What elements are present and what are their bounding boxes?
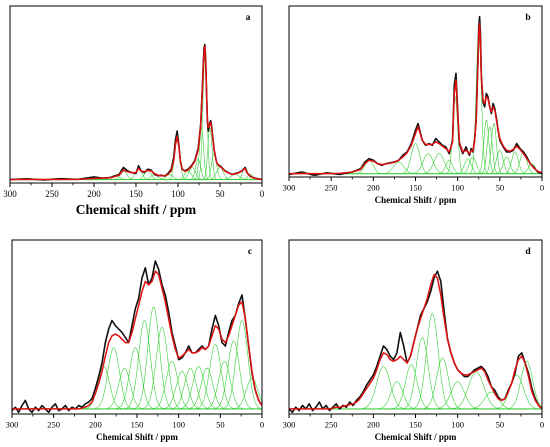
component-peak-11 (503, 360, 542, 410)
component-peak-5 (408, 313, 456, 410)
component-peak-2 (90, 347, 138, 410)
x-tick-label: 100 (451, 420, 464, 430)
fitted-envelope (289, 273, 542, 410)
component-peak-3 (387, 364, 435, 410)
component-peak-17 (509, 151, 537, 174)
component-peak-13 (483, 123, 505, 174)
component-peak-8 (148, 360, 196, 410)
x-tick-label: 50 (496, 420, 505, 430)
x-tick-label: 100 (172, 420, 185, 430)
panel-label: a (246, 13, 251, 23)
plot-area (12, 260, 262, 414)
panel-label: c (248, 247, 252, 257)
component-peak-11 (476, 119, 497, 174)
x-tick-label: 200 (89, 420, 102, 430)
fitted-envelope (12, 270, 262, 410)
x-tick-label: 0 (540, 420, 544, 430)
component-peak-10 (166, 367, 214, 410)
x-tick-label: 50 (216, 420, 225, 430)
experimental-spectrum (289, 15, 542, 177)
component-peak-3 (101, 367, 148, 410)
x-tick-label: 150 (409, 420, 422, 430)
x-tick-label: 300 (283, 420, 296, 430)
x-tick-label: 300 (283, 183, 296, 193)
plot-area (289, 15, 542, 177)
plot-frame (288, 239, 543, 415)
component-peak-7 (138, 326, 186, 410)
component-peak-2 (373, 381, 421, 410)
plot-area (289, 270, 542, 414)
x-axis-title: Chemical Shift / ppm (375, 195, 457, 205)
fitted-envelope (10, 45, 262, 181)
component-peak-16 (218, 320, 262, 410)
x-tick-label: 150 (409, 183, 422, 193)
component-peak-5 (418, 153, 460, 174)
x-tick-label: 250 (325, 183, 338, 193)
chart-panel-d: 300 250 200 150 100 50 0 d Chemical Shift / ppm (283, 239, 544, 442)
x-tick-label: 200 (87, 189, 101, 199)
component-peak-4 (407, 153, 449, 174)
x-tick-label: 250 (47, 420, 60, 430)
x-tick-label: 250 (325, 420, 338, 430)
x-axis-title: Chemical Shift / ppm (375, 432, 457, 442)
x-tick-label: 50 (496, 183, 505, 193)
component-peak-4 (111, 347, 159, 410)
component-peak-11 (175, 366, 223, 410)
x-tick-label: 100 (171, 189, 185, 199)
chart-panel-c: 300 250 200 150 100 50 0 c Chemical Shift / ppm (6, 239, 264, 442)
component-peak-12 (479, 126, 500, 174)
panel-label: b (525, 13, 530, 23)
plot-area (10, 43, 262, 181)
component-peak-15 (493, 156, 521, 174)
component-peak-8 (445, 371, 507, 410)
x-tick-label: 100 (451, 183, 464, 193)
component-peak-4 (398, 337, 446, 410)
component-peak-7 (445, 96, 466, 174)
component-peak-12 (183, 367, 231, 410)
component-peak-13 (201, 127, 219, 180)
component-peak-5 (121, 320, 168, 410)
x-tick-label: 300 (6, 420, 19, 430)
component-peak-10 (188, 158, 209, 180)
x-tick-label: 250 (45, 189, 59, 199)
chart-panel-b: 300 250 200 150 100 50 0 b Chemical Shift / ppm (283, 5, 544, 205)
component-peak-10 (489, 374, 542, 410)
x-tick-label: 200 (367, 183, 380, 193)
experimental-spectrum (10, 43, 262, 181)
chart-panel-a: 300 250 200 150 100 50 0 a Chemical shift / ppm (3, 5, 265, 217)
component-peak-12 (196, 57, 214, 180)
x-tick-label: 300 (3, 189, 17, 199)
experimental-spectrum (289, 270, 542, 414)
x-tick-label: 0 (540, 183, 544, 193)
component-peak-9 (158, 371, 206, 410)
component-peak-1 (356, 366, 411, 410)
component-peak-13 (191, 343, 239, 410)
component-peak-3 (398, 143, 433, 174)
x-axis-title: Chemical Shift / ppm (96, 432, 178, 442)
x-tick-label: 0 (260, 420, 264, 430)
x-tick-label: 50 (216, 189, 226, 199)
component-peak-17 (228, 377, 262, 410)
component-peak-1 (352, 159, 386, 174)
x-tick-label: 150 (129, 189, 143, 199)
x-tick-label: 0 (260, 189, 265, 199)
component-peak-14 (486, 149, 514, 174)
component-peak-14 (201, 360, 248, 410)
x-tick-label: 150 (131, 420, 144, 430)
component-peak-6 (418, 357, 467, 410)
fitted-envelope (289, 22, 542, 175)
component-peak-15 (210, 340, 258, 410)
panel-label: d (525, 247, 531, 257)
plot-frame (288, 5, 543, 178)
plot-frame (9, 5, 263, 184)
component-peak-7 (430, 381, 485, 410)
component-peak-11 (193, 127, 210, 180)
x-tick-label: 200 (367, 420, 380, 430)
x-axis-title: Chemical shift / ppm (76, 202, 197, 217)
